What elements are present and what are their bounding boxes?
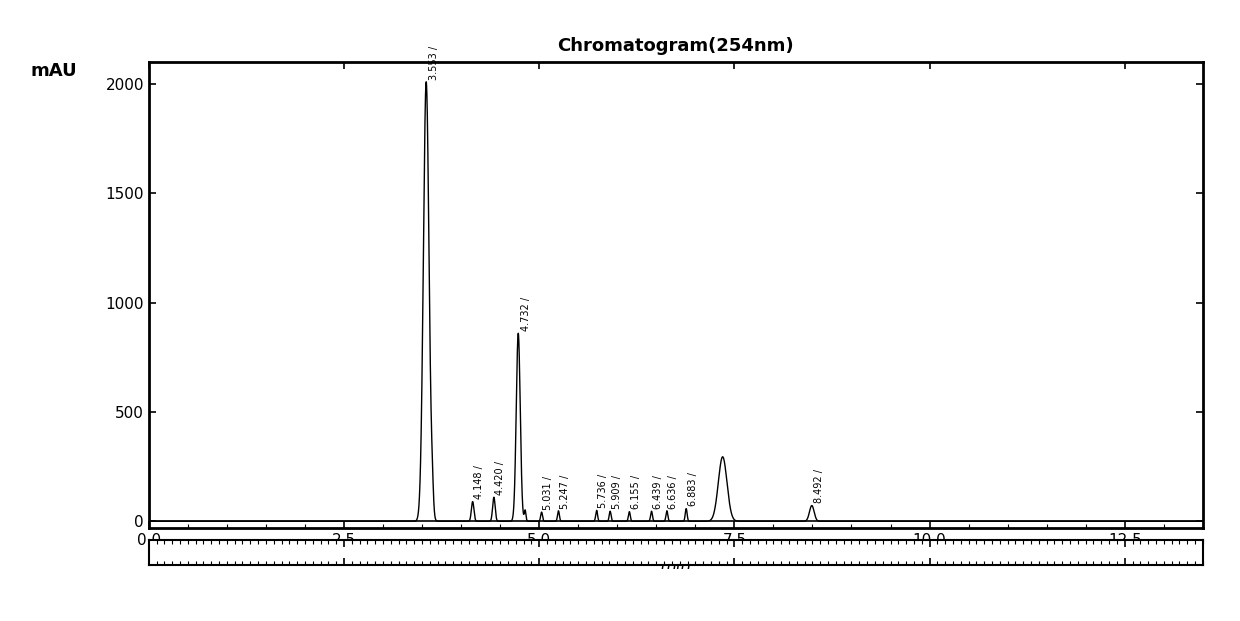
Text: 5.736 /: 5.736 / xyxy=(598,474,608,508)
Text: 5.031 /: 5.031 / xyxy=(543,476,553,510)
Text: 5.247 /: 5.247 / xyxy=(560,474,570,509)
Title: Chromatogram(254nm): Chromatogram(254nm) xyxy=(558,37,794,55)
Text: 8.492 /: 8.492 / xyxy=(815,469,825,504)
Text: mAU: mAU xyxy=(31,62,78,80)
Text: 4.148 /: 4.148 / xyxy=(474,466,484,499)
Text: 6.439 /: 6.439 / xyxy=(653,475,663,509)
Text: 6.636 /: 6.636 / xyxy=(668,474,678,509)
Text: 6.883 /: 6.883 / xyxy=(688,473,698,506)
Text: 3.553 /: 3.553 / xyxy=(429,45,439,79)
Text: 4.732 /: 4.732 / xyxy=(521,297,531,331)
Text: 4.420 /: 4.420 / xyxy=(496,461,506,495)
Text: 5.909 /: 5.909 / xyxy=(611,475,621,509)
Text: 6.155 /: 6.155 / xyxy=(631,475,641,509)
X-axis label: min: min xyxy=(660,555,692,573)
